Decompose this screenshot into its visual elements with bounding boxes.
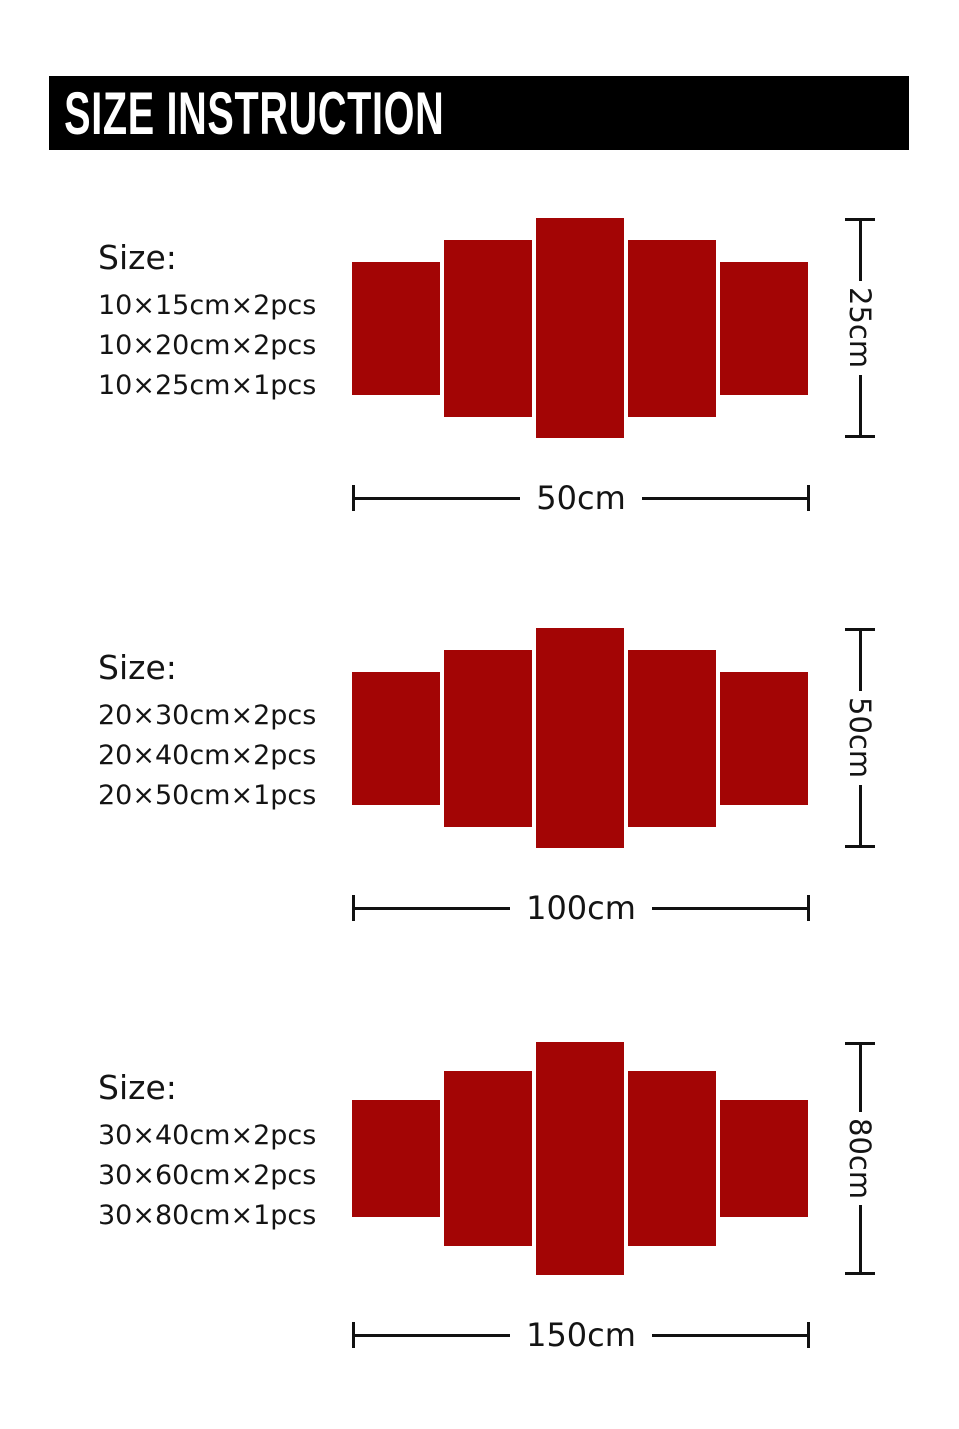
dimension-cap <box>807 895 810 921</box>
canvas-panel-2 <box>444 240 532 417</box>
canvas-panel-5 <box>720 262 808 395</box>
dimension-cap <box>845 845 875 849</box>
piece-size-list: 20×30cm×2pcs 20×40cm×2pcs 20×50cm×1pcs <box>98 696 316 816</box>
height-label: 50cm <box>843 697 877 779</box>
size-label: Size: <box>98 648 177 687</box>
canvas-panel-5 <box>720 672 808 805</box>
piece-size-line: 10×25cm×1pcs <box>98 370 317 401</box>
canvas-panel-2 <box>444 1071 532 1246</box>
piece-size-line: 10×20cm×2pcs <box>98 330 317 361</box>
piece-size-list: 10×15cm×2pcs 10×20cm×2pcs 10×25cm×1pcs <box>98 286 316 406</box>
dimension-line <box>651 1333 807 1337</box>
dimension-cap <box>807 485 811 511</box>
canvas-panel-4 <box>628 240 716 417</box>
height-label: 25cm <box>843 287 877 369</box>
width-dimension-marker: 50cm <box>352 476 811 520</box>
width-label: 50cm <box>536 479 626 517</box>
width-label: 100cm <box>526 889 636 927</box>
width-dimension-marker: 150cm <box>352 1313 810 1357</box>
canvas-panel-3 <box>536 218 624 438</box>
dimension-cap <box>352 485 355 511</box>
dimension-line <box>858 221 862 282</box>
piece-size-line: 20×30cm×2pcs <box>98 700 317 731</box>
canvas-panel-1 <box>352 1100 440 1217</box>
piece-size-line: 30×40cm×2pcs <box>98 1120 317 1151</box>
dimension-cap <box>352 895 355 921</box>
size-label: Size: <box>98 1068 177 1107</box>
piece-size-line: 10×15cm×2pcs <box>98 290 317 321</box>
dimension-cap <box>845 1042 875 1045</box>
dimension-line <box>858 374 862 436</box>
dimension-cap <box>845 1272 875 1276</box>
canvas-panel-3 <box>536 628 624 848</box>
piece-size-list: 30×40cm×2pcs 30×60cm×2pcs 30×80cm×1pcs <box>98 1116 316 1236</box>
size-label: Size: <box>98 238 177 277</box>
canvas-panel-4 <box>628 1071 716 1246</box>
dimension-line <box>858 1045 862 1112</box>
dimension-line <box>355 906 511 910</box>
dimension-line <box>355 496 521 500</box>
canvas-panel-2 <box>444 650 532 827</box>
dimension-cap <box>807 1322 810 1348</box>
height-dimension-marker: 80cm <box>836 1042 884 1276</box>
dimension-cap <box>845 628 875 631</box>
canvas-panel-1 <box>352 672 440 805</box>
dimension-cap <box>352 1322 355 1348</box>
piece-size-line: 20×50cm×1pcs <box>98 780 317 811</box>
header-bar: SIZE INSTRUCTION <box>49 76 909 150</box>
dimension-cap <box>845 218 875 221</box>
canvas-panel-4 <box>628 650 716 827</box>
canvas-panel-5 <box>720 1100 808 1217</box>
piece-size-line: 30×80cm×1pcs <box>98 1200 317 1231</box>
dimension-line <box>858 1205 862 1273</box>
canvas-panel-3 <box>536 1042 624 1275</box>
height-dimension-marker: 25cm <box>836 218 884 439</box>
width-label: 150cm <box>526 1316 636 1354</box>
dimension-line <box>858 784 862 846</box>
canvas-panel-1 <box>352 262 440 395</box>
piece-size-line: 20×40cm×2pcs <box>98 740 317 771</box>
dimension-line <box>355 1333 511 1337</box>
dimension-line <box>641 496 808 500</box>
height-dimension-marker: 50cm <box>836 628 884 849</box>
dimension-line <box>858 631 862 692</box>
page-title: SIZE INSTRUCTION <box>64 79 445 147</box>
height-label: 80cm <box>843 1117 877 1200</box>
dimension-line <box>651 906 807 910</box>
dimension-cap <box>845 435 875 439</box>
piece-size-line: 30×60cm×2pcs <box>98 1160 317 1191</box>
width-dimension-marker: 100cm <box>352 886 810 930</box>
